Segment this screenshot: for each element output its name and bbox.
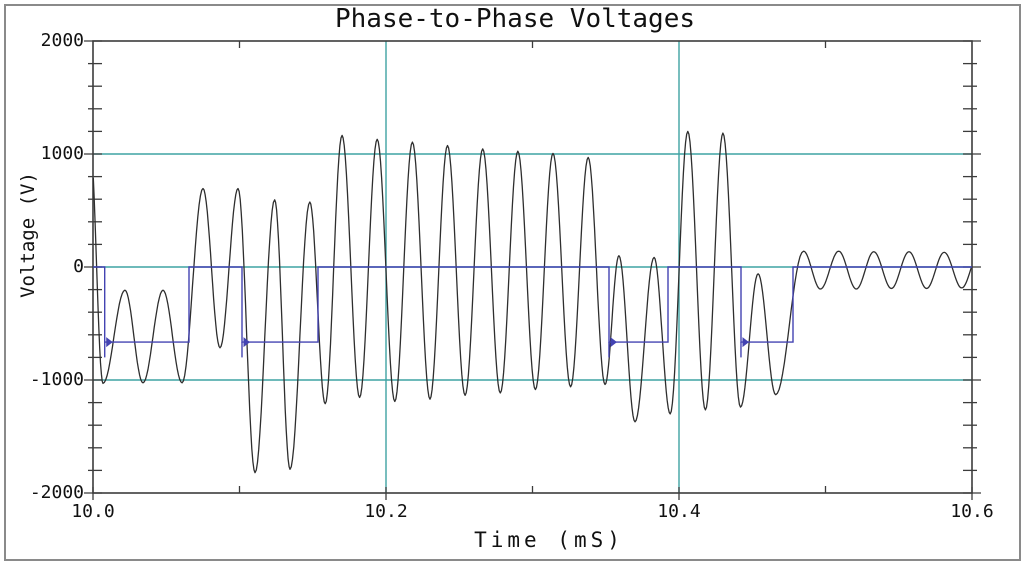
arrow-marker-icon: [742, 337, 749, 348]
chart-frame: [4, 4, 1021, 561]
x-axis-title: Time (mS): [474, 528, 624, 552]
inverter-switching-wave: [93, 266, 972, 343]
y-tick-label: -2000: [29, 482, 84, 503]
chart-title: Phase-to-Phase Voltages: [334, 4, 696, 34]
phase-to-phase-voltage-wave: [92, 130, 973, 474]
arrow-marker-icon: [610, 337, 617, 348]
x-tick-label: 10.0: [71, 501, 115, 522]
y-tick-label: 1000: [40, 143, 84, 164]
y-tick-label: 0: [73, 256, 84, 277]
y-tick-label: 2000: [40, 30, 84, 51]
x-tick-label: 10.2: [364, 501, 408, 522]
y-tick-label: -1000: [29, 369, 84, 390]
arrow-marker-icon: [106, 337, 113, 348]
arrow-marker-icon: [243, 337, 250, 348]
y-axis-title: Voltage (V): [17, 172, 39, 298]
x-tick-label: 10.4: [657, 501, 701, 522]
x-tick-label: 10.6: [950, 501, 994, 522]
